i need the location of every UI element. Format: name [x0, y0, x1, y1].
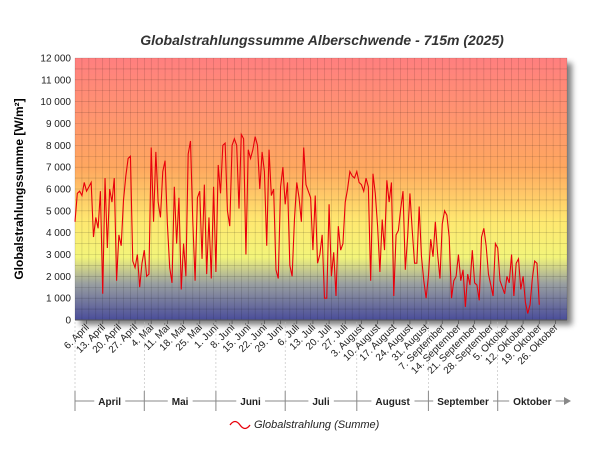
y-tick-label: 0 — [65, 316, 71, 327]
month-label: Juli — [312, 397, 329, 408]
y-axis-label: Globalstrahlungssumme [W/m²] — [12, 98, 26, 279]
y-tick-label: 5 000 — [46, 206, 71, 217]
y-tick-label: 3 000 — [46, 250, 71, 261]
y-axis-ticks: 0 1 000 2 000 3 000 4 000 5 000 6 000 7 000 8 00… — [40, 54, 71, 327]
month-label-background — [433, 395, 494, 407]
y-tick-label: 11 000 — [41, 75, 71, 86]
month-label-background — [371, 395, 415, 407]
y-tick-label: 1 000 — [46, 294, 71, 305]
month-label: Oktober — [513, 397, 551, 408]
month-label-background — [236, 395, 266, 407]
y-tick-label: 4 000 — [46, 228, 71, 239]
y-tick-label: 12 000 — [40, 54, 71, 65]
month-axis: April Mai Juni Juli August September Oktober — [74, 322, 571, 411]
month-label: Mai — [172, 397, 189, 408]
legend: Globalstrahlung (Summe) — [229, 419, 380, 431]
y-tick-label: 10 000 — [40, 97, 71, 108]
y-tick-label: 8 000 — [46, 141, 71, 152]
chart-title: Globalstrahlungssumme Alberschwende - 71… — [140, 32, 504, 48]
y-tick-label: 6 000 — [46, 185, 71, 196]
grid — [74, 57, 568, 321]
month-label: April — [98, 397, 121, 408]
y-tick-label: 9 000 — [46, 119, 71, 130]
month-axis-arrow — [564, 397, 571, 405]
month-label: August — [375, 397, 410, 408]
y-tick-label: 2 000 — [46, 272, 71, 283]
month-label: Juni — [240, 397, 261, 408]
legend-label: Globalstrahlung (Summe) — [254, 419, 380, 431]
month-label-background — [308, 395, 334, 407]
month-label-background — [167, 395, 193, 407]
month-label-background — [509, 395, 556, 407]
y-tick-label: 7 000 — [46, 163, 71, 174]
month-label-background — [94, 395, 126, 407]
legend-swatch — [229, 420, 251, 430]
month-label: September — [437, 397, 489, 408]
series-line — [74, 132, 540, 314]
